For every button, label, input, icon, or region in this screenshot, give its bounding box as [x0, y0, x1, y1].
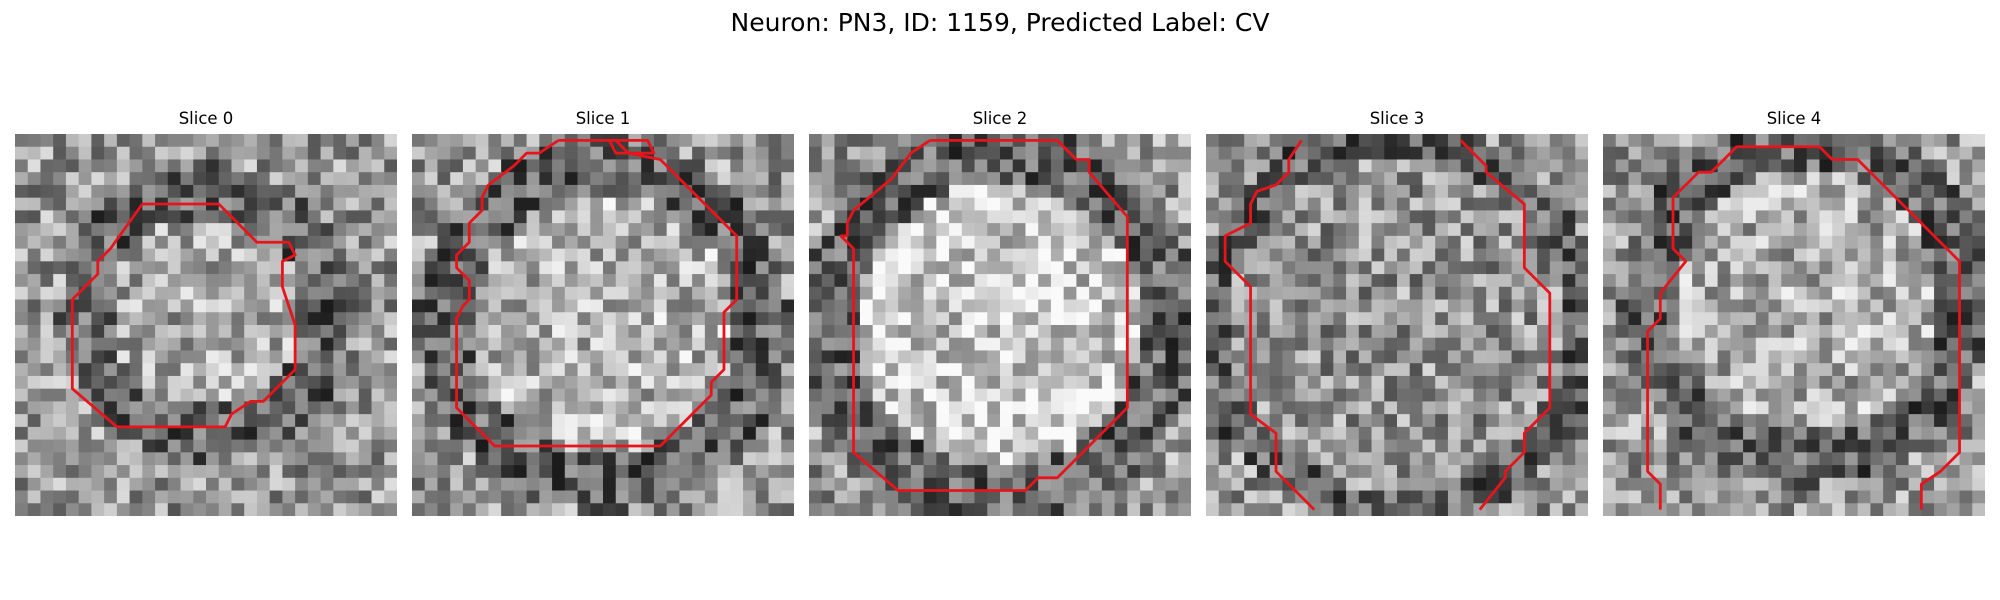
- contour-line: [455, 138, 739, 448]
- slice-panel-2: Slice 2: [809, 108, 1191, 516]
- slice-image-4: [1603, 134, 1985, 516]
- contour-line: [839, 138, 1129, 492]
- contour-line-right: [1459, 139, 1552, 511]
- slice-title-1: Slice 1: [575, 109, 631, 128]
- contour-line: [1646, 145, 1961, 510]
- slice-title-0: Slice 0: [178, 109, 234, 128]
- slice-image-3: [1206, 134, 1588, 516]
- slice-panel-1: Slice 1: [412, 108, 794, 516]
- contour-line: [1223, 139, 1316, 511]
- slice-image-0: [15, 134, 397, 516]
- slice-panel-3: Slice 3: [1206, 108, 1588, 516]
- slice-image-1: [412, 134, 794, 516]
- slice-title-2: Slice 2: [972, 109, 1028, 128]
- slice-panel-4: Slice 4: [1603, 108, 1985, 516]
- slice-title-3: Slice 3: [1369, 109, 1425, 128]
- figure-title: Neuron: PN3, ID: 1159, Predicted Label: …: [730, 8, 1270, 37]
- slice-panel-0: Slice 0: [15, 108, 397, 516]
- contour-line: [70, 202, 297, 429]
- slice-title-4: Slice 4: [1766, 109, 1822, 128]
- slice-image-2: [809, 134, 1191, 516]
